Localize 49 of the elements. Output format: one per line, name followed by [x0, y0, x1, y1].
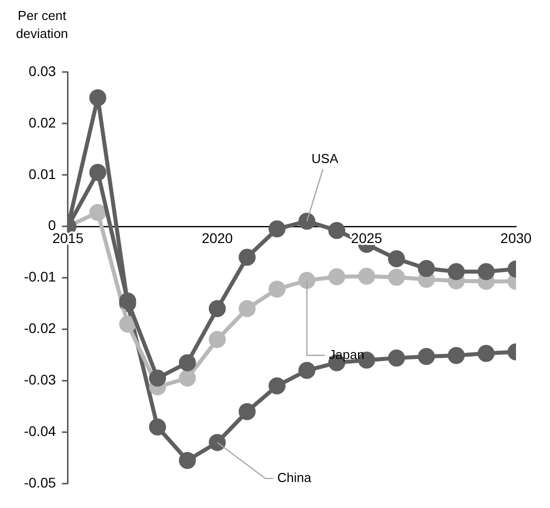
x-tick-label: 2030 — [500, 230, 532, 246]
point — [89, 89, 106, 106]
point — [388, 268, 406, 286]
text: Japan — [328, 346, 364, 362]
y-tick-label: 0 — [48, 217, 56, 234]
x-tick-label: 2020 — [202, 230, 234, 246]
point — [178, 370, 196, 387]
point — [478, 344, 495, 362]
point — [89, 204, 106, 221]
point — [448, 346, 465, 364]
point — [208, 434, 226, 451]
y-tick-label: 0.02 — [28, 114, 56, 130]
text: China — [277, 470, 312, 486]
point — [328, 268, 346, 286]
point — [238, 403, 256, 420]
y-tick-label: -0.03 — [24, 372, 56, 388]
point — [238, 248, 256, 266]
point — [448, 263, 465, 280]
text: USA — [312, 150, 339, 166]
point — [268, 377, 286, 394]
point — [208, 331, 226, 348]
y-tick-label: -0.01 — [24, 268, 56, 285]
point — [238, 300, 256, 318]
point — [268, 220, 286, 238]
point — [328, 222, 346, 239]
point — [119, 316, 136, 333]
point — [268, 280, 286, 298]
point — [89, 164, 106, 181]
point — [298, 272, 316, 289]
point — [208, 300, 226, 318]
y-axis-title: Per cent deviation — [16, 8, 68, 42]
point — [418, 348, 435, 366]
y-tick-label: -0.05 — [24, 474, 56, 490]
point — [478, 263, 495, 280]
y-tick-label: 0.01 — [28, 166, 56, 182]
y-tick-label: -0.04 — [24, 423, 56, 440]
y-tick-label: -0.02 — [24, 320, 56, 336]
point — [119, 292, 136, 310]
y-tick-label: 0.03 — [28, 62, 56, 79]
point — [149, 370, 166, 387]
point — [388, 250, 406, 268]
point — [298, 362, 316, 379]
point — [149, 418, 166, 436]
point — [358, 268, 376, 285]
point — [298, 212, 316, 230]
point — [388, 350, 406, 367]
point — [178, 354, 196, 372]
point — [418, 260, 435, 278]
point — [178, 452, 196, 469]
